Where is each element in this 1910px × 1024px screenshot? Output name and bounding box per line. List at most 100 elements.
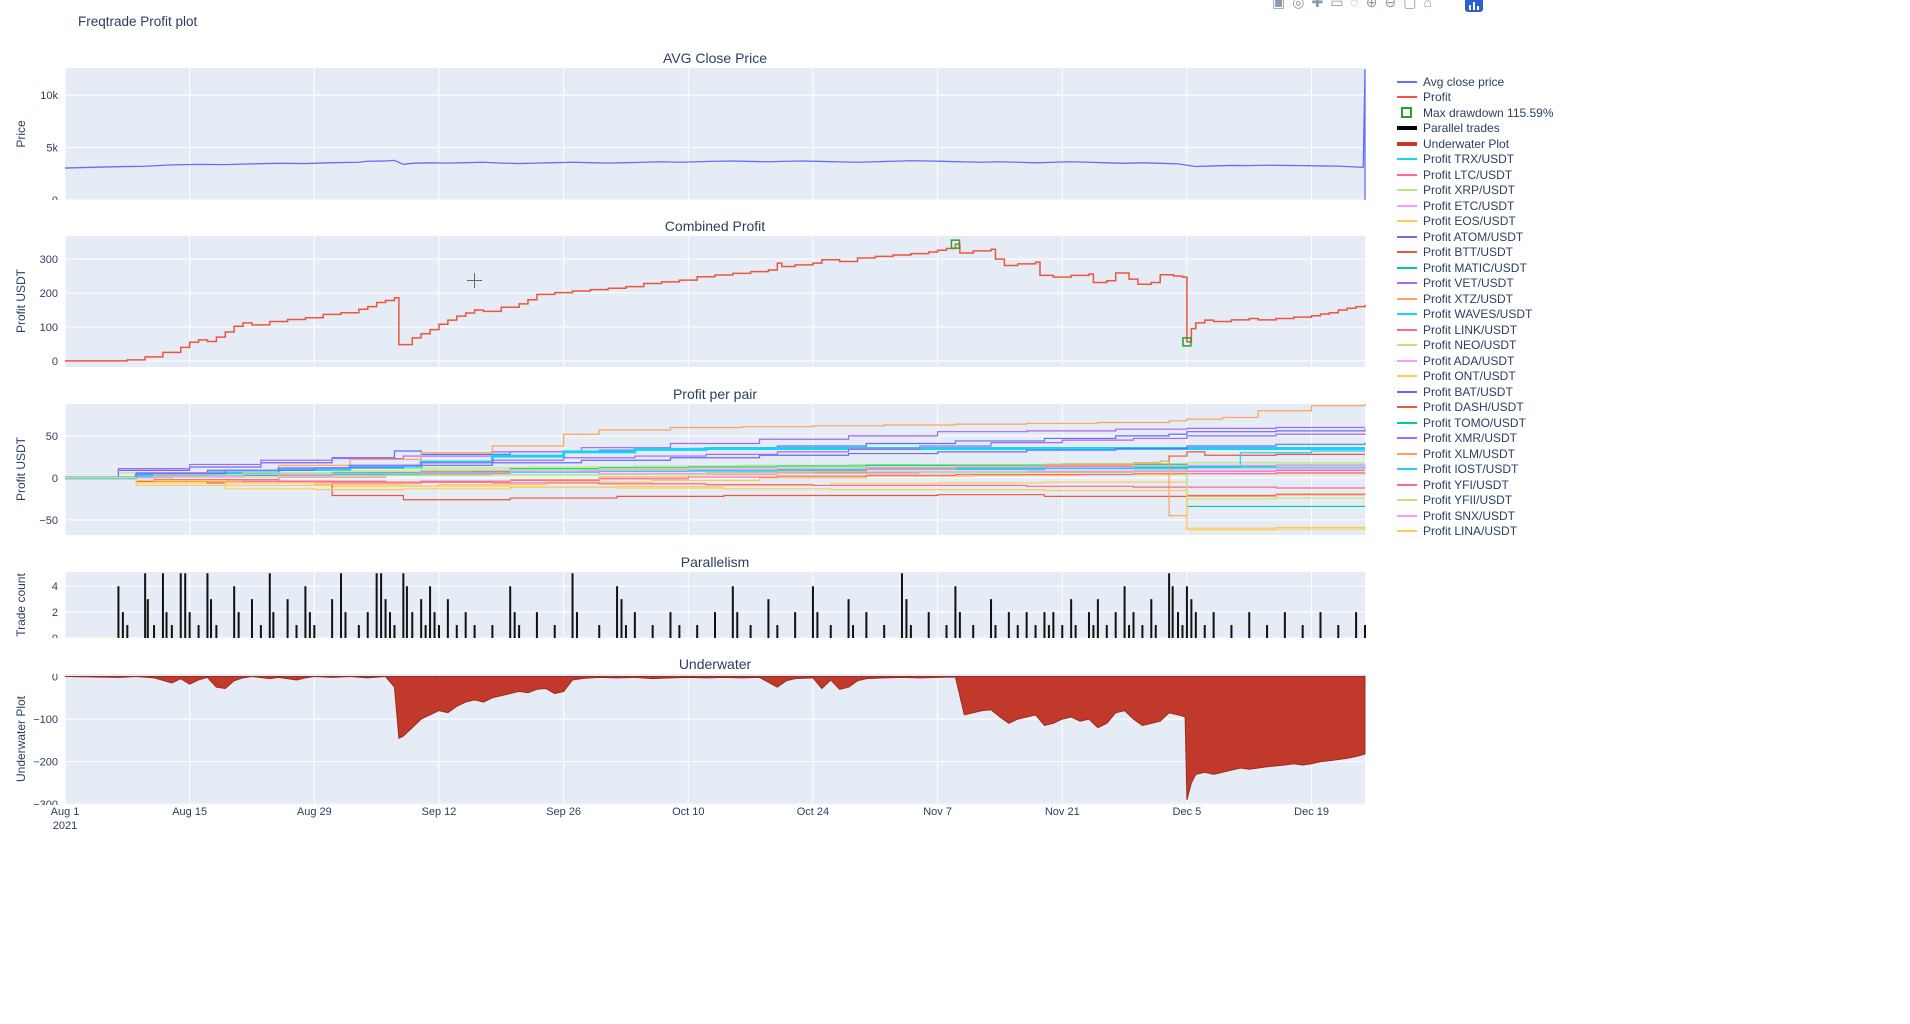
trade-count-bar[interactable]	[1016, 625, 1019, 638]
trade-count-bar[interactable]	[990, 599, 993, 638]
autoscale-icon[interactable]: ▢	[1403, 0, 1417, 10]
trade-count-bar[interactable]	[1171, 586, 1174, 638]
box-select-icon[interactable]: ▭	[1330, 0, 1344, 10]
trade-count-bar[interactable]	[847, 599, 850, 638]
trade-count-bar[interactable]	[424, 625, 427, 638]
trade-count-bar[interactable]	[994, 625, 997, 638]
trade-count-bar[interactable]	[736, 612, 739, 638]
trade-count-bar[interactable]	[1070, 599, 1073, 638]
trade-count-bar[interactable]	[900, 573, 903, 638]
legend-item-profit-xlm-usdt[interactable]: Profit XLM/USDT	[1397, 446, 1554, 462]
trade-count-bar[interactable]	[624, 625, 627, 638]
trade-count-bar[interactable]	[313, 625, 316, 638]
trade-count-bar[interactable]	[749, 625, 752, 638]
trade-count-bar[interactable]	[188, 612, 191, 638]
trade-count-bar[interactable]	[1212, 612, 1215, 638]
legend-item-profit-link-usdt[interactable]: Profit LINK/USDT	[1397, 322, 1554, 338]
trade-count-bar[interactable]	[1128, 625, 1131, 638]
legend-item-avg-close-price[interactable]: Avg close price	[1397, 74, 1554, 90]
trade-count-bar[interactable]	[1025, 612, 1028, 638]
trade-count-bar[interactable]	[1007, 612, 1010, 638]
trade-count-bar[interactable]	[513, 612, 516, 638]
trade-count-bar[interactable]	[259, 625, 262, 638]
trade-count-bar[interactable]	[1092, 625, 1095, 638]
trade-count-bar[interactable]	[958, 612, 961, 638]
plotly-logo[interactable]	[1464, 0, 1483, 12]
trade-count-bar[interactable]	[1364, 625, 1366, 638]
series-profit-bat-usdt[interactable]	[65, 442, 1366, 479]
trade-count-bar[interactable]	[1154, 625, 1157, 638]
legend-item-profit-xrp-usdt[interactable]: Profit XRP/USDT	[1397, 183, 1554, 199]
trade-count-bar[interactable]	[767, 599, 770, 638]
trade-count-bar[interactable]	[126, 625, 129, 638]
trade-count-bar[interactable]	[1283, 612, 1286, 638]
trade-count-bar[interactable]	[1132, 612, 1135, 638]
pan-icon[interactable]: ✚	[1311, 0, 1324, 10]
trade-count-bar[interactable]	[972, 625, 975, 638]
trade-count-bar[interactable]	[121, 612, 124, 638]
trade-count-bar[interactable]	[816, 612, 819, 638]
trade-count-bar[interactable]	[535, 612, 538, 638]
trade-count-bar[interactable]	[1266, 625, 1269, 638]
trade-count-bar[interactable]	[375, 573, 378, 638]
legend-item-profit-neo-usdt[interactable]: Profit NEO/USDT	[1397, 338, 1554, 354]
legend-item-profit-matic-usdt[interactable]: Profit MATIC/USDT	[1397, 260, 1554, 276]
trade-count-bar[interactable]	[210, 599, 213, 638]
legend-item-profit-iost-usdt[interactable]: Profit IOST/USDT	[1397, 462, 1554, 478]
trade-count-bar[interactable]	[1047, 625, 1050, 638]
trade-count-bar[interactable]	[633, 612, 636, 638]
trade-count-bar[interactable]	[286, 599, 289, 638]
series-profit-lina-usdt[interactable]	[65, 477, 1366, 531]
trade-count-bar[interactable]	[429, 586, 432, 638]
trade-count-bar[interactable]	[491, 625, 494, 638]
trade-count-bar[interactable]	[402, 573, 405, 638]
underwater-area[interactable]	[64, 676, 1366, 801]
trade-count-bar[interactable]	[268, 573, 271, 638]
trade-count-bar[interactable]	[455, 625, 458, 638]
legend-item-profit-eos-usdt[interactable]: Profit EOS/USDT	[1397, 214, 1554, 230]
trade-count-bar[interactable]	[714, 612, 716, 638]
trade-count-bar[interactable]	[905, 599, 908, 638]
series-profit-yfi-usdt[interactable]	[65, 477, 1365, 489]
trade-count-bar[interactable]	[1190, 599, 1193, 638]
trade-count-bar[interactable]	[340, 573, 343, 638]
series-profit-xmr-usdt[interactable]	[65, 433, 1366, 479]
trade-count-bar[interactable]	[1319, 612, 1322, 638]
legend-item-profit-ada-usdt[interactable]: Profit ADA/USDT	[1397, 353, 1554, 369]
trade-count-bar[interactable]	[1123, 586, 1126, 638]
trade-count-bar[interactable]	[1141, 625, 1144, 638]
legend-item-profit-trx-usdt[interactable]: Profit TRX/USDT	[1397, 152, 1554, 168]
trade-count-bar[interactable]	[366, 612, 369, 638]
trade-count-bar[interactable]	[1337, 625, 1340, 638]
trade-count-bar[interactable]	[1181, 625, 1184, 638]
trade-count-bar[interactable]	[829, 625, 832, 638]
trade-count-bar[interactable]	[411, 612, 414, 638]
trade-count-bar[interactable]	[696, 625, 699, 638]
trade-count-bar[interactable]	[553, 625, 556, 638]
trade-count-bar[interactable]	[1096, 599, 1099, 638]
legend-item-profit-lina-usdt[interactable]: Profit LINA/USDT	[1397, 524, 1554, 540]
trade-count-bar[interactable]	[272, 612, 275, 638]
trade-count-bar[interactable]	[184, 573, 187, 638]
legend-item-parallel-trades[interactable]: Parallel trades	[1397, 121, 1554, 137]
trade-count-bar[interactable]	[571, 573, 574, 638]
trade-count-bar[interactable]	[344, 612, 347, 638]
legend-item-profit-btt-usdt[interactable]: Profit BTT/USDT	[1397, 245, 1554, 261]
legend-item-profit-xtz-usdt[interactable]: Profit XTZ/USDT	[1397, 291, 1554, 307]
legend-item-profit-dash-usdt[interactable]: Profit DASH/USDT	[1397, 400, 1554, 416]
trade-count-bar[interactable]	[1105, 625, 1108, 638]
trade-count-bar[interactable]	[518, 625, 521, 638]
legend-item-profit-etc-usdt[interactable]: Profit ETC/USDT	[1397, 198, 1554, 214]
trade-count-bar[interactable]	[1355, 612, 1358, 638]
series-profit[interactable]	[65, 243, 1366, 362]
trade-count-bar[interactable]	[165, 612, 168, 638]
trade-count-bar[interactable]	[678, 625, 681, 638]
trade-count-bar[interactable]	[1043, 612, 1046, 638]
legend-item-profit-waves-usdt[interactable]: Profit WAVES/USDT	[1397, 307, 1554, 323]
trade-count-bar[interactable]	[420, 599, 423, 638]
trade-count-bar[interactable]	[144, 573, 147, 638]
trade-count-bar[interactable]	[389, 612, 391, 638]
legend-item-profit-vet-usdt[interactable]: Profit VET/USDT	[1397, 276, 1554, 292]
trade-count-bar[interactable]	[393, 625, 396, 638]
trade-count-bar[interactable]	[437, 625, 440, 638]
